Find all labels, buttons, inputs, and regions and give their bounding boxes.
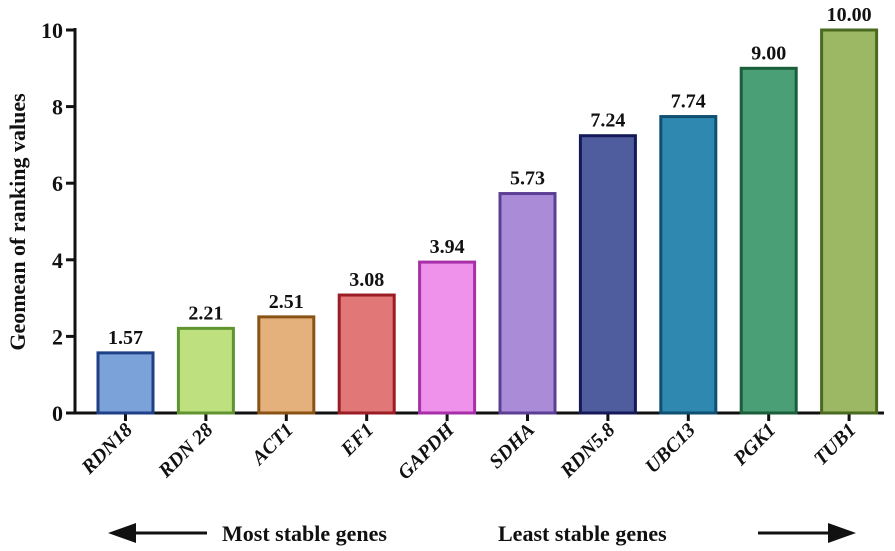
value-label: 1.57 — [108, 327, 143, 349]
value-label: 10.00 — [827, 4, 872, 26]
value-label: 3.94 — [430, 236, 465, 258]
bar-rdn-28 — [176, 326, 235, 415]
category-label: RDN18 — [77, 419, 137, 479]
value-label: 9.00 — [751, 42, 786, 64]
category-label: SDHA — [485, 419, 539, 473]
category-label: RDN5.8 — [556, 419, 620, 483]
y-tick-label: 2 — [52, 324, 63, 349]
bar-pgk1 — [739, 66, 798, 415]
left-arrow-head — [108, 523, 136, 543]
y-tick-label: 6 — [52, 171, 63, 196]
category-label: GAPDH — [394, 418, 460, 484]
y-axis-title: Geomean of ranking values — [5, 93, 30, 351]
bar-ubc13 — [659, 115, 718, 415]
category-label: PGK1 — [729, 419, 781, 471]
least-stable-label: Least stable genes — [498, 521, 667, 546]
bar-tub1 — [820, 28, 879, 415]
value-label: 2.51 — [269, 291, 304, 313]
value-label: 3.08 — [349, 269, 384, 291]
bars — [96, 28, 879, 415]
bottom-annotation: Most stable genes Least stable genes — [108, 521, 856, 546]
value-label: 5.73 — [510, 168, 545, 190]
category-label: RDN 28 — [154, 419, 218, 483]
value-label: 7.74 — [671, 91, 706, 113]
bar-gapdh — [418, 260, 477, 415]
value-label: 7.24 — [590, 110, 625, 132]
right-arrow-head — [828, 523, 856, 543]
bar-ef1 — [337, 293, 396, 415]
y-tick-label: 0 — [52, 401, 63, 426]
category-label: TUB1 — [810, 419, 861, 470]
category-label: EF1 — [336, 419, 378, 461]
value-label: 2.21 — [188, 302, 223, 324]
most-stable-label: Most stable genes — [222, 521, 387, 546]
bar-rdn18 — [96, 351, 155, 415]
y-tick-label: 4 — [52, 248, 63, 273]
category-label: ACT1 — [246, 419, 298, 471]
category-label: UBC13 — [641, 419, 700, 478]
y-tick-label: 8 — [52, 95, 63, 120]
bar-rdn5-8 — [578, 134, 637, 415]
y-tick-label: 10 — [41, 18, 63, 43]
bar-act1 — [257, 315, 316, 415]
bar-sdha — [498, 192, 557, 415]
